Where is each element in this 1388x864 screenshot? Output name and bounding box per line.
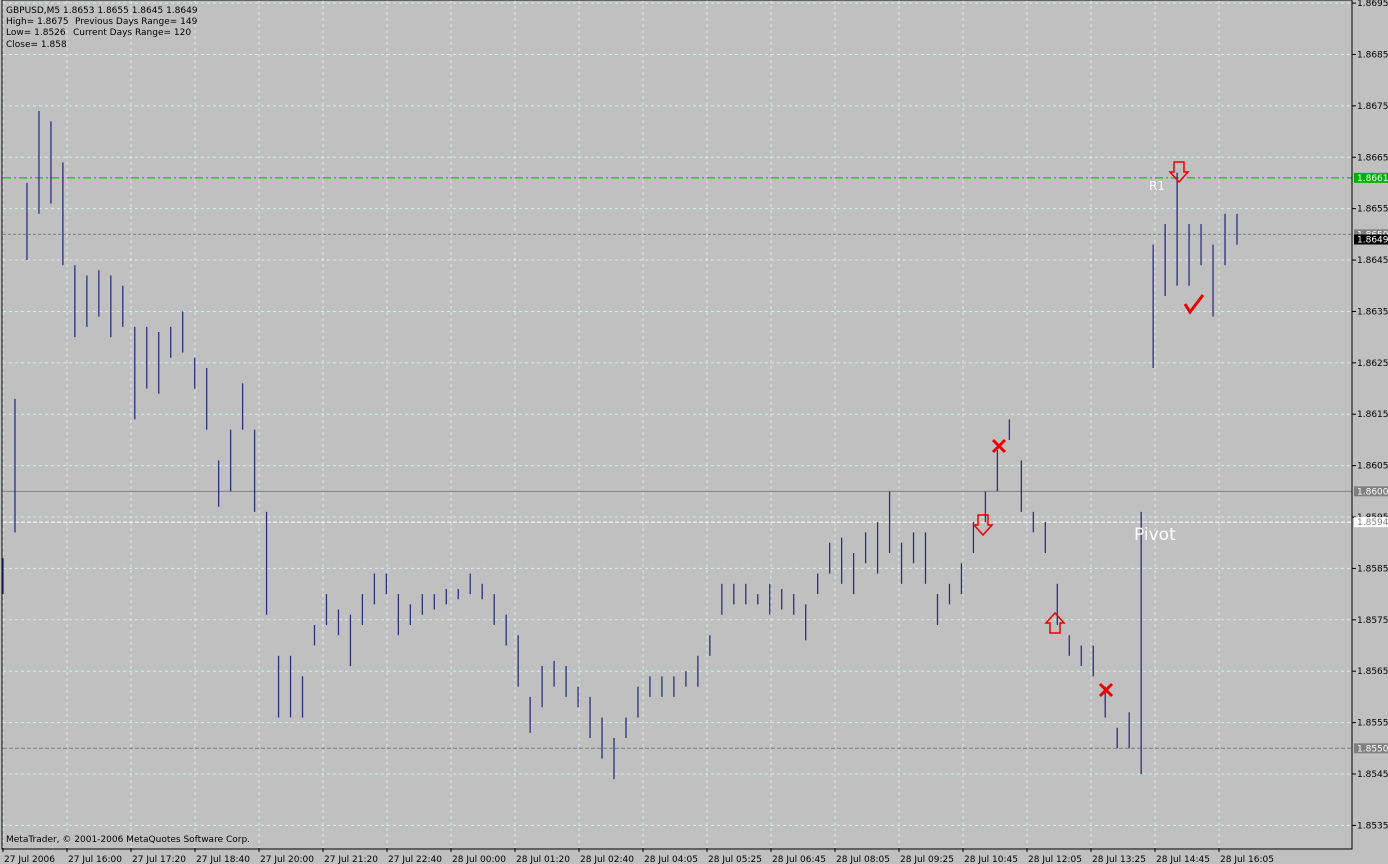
x-tick-label: 28 Jul 16:05 [1220,855,1274,864]
exit-cross [1098,682,1114,698]
x-tick-label: 28 Jul 05:25 [708,855,762,864]
y-tick-label: 1.8605 [1357,462,1388,472]
x-tick-label: 27 Jul 2006 [4,855,55,864]
y-tick-label: 1.8535 [1357,821,1388,831]
y-tick-label: 1.8655 [1357,205,1388,215]
level-label-box [1354,234,1388,245]
level-label: 1.8600 [1357,487,1388,497]
level-text: Pivot [1134,525,1176,545]
x-tick-label: 28 Jul 13:25 [1092,855,1146,864]
x-tick-label: 27 Jul 16:00 [68,855,122,864]
y-tick-label: 1.8615 [1357,410,1388,420]
y-tick-label: 1.8625 [1357,359,1388,369]
buy-arrow [1044,611,1066,634]
x-tick-label: 28 Jul 04:05 [644,855,698,864]
x-tick-label: 28 Jul 08:05 [836,855,890,864]
x-tick-label: 28 Jul 09:25 [900,855,954,864]
x-tick-label: 27 Jul 20:00 [260,855,314,864]
y-tick-label: 1.8575 [1357,616,1388,626]
y-tick-label: 1.8695 [1357,0,1388,9]
sell-arrow [1168,161,1190,184]
y-tick-label: 1.8665 [1357,153,1388,163]
x-tick-label: 28 Jul 10:45 [964,855,1018,864]
x-tick-label: 28 Jul 01:20 [516,855,570,864]
y-tick-label: 1.8675 [1357,102,1388,112]
x-tick-label: 27 Jul 21:20 [324,855,378,864]
y-tick-label: 1.8635 [1357,307,1388,317]
marks [2,111,1238,780]
plot-frame [1,0,1353,850]
level-label-box [1354,229,1388,240]
level-label-box [1354,486,1388,497]
y-tick-label: 1.8565 [1357,667,1388,677]
level-label-box [1354,743,1388,754]
info-text: Previous Days Range= 149 [75,17,198,27]
x-tick-label: 27 Jul 17:20 [132,855,186,864]
y-tick-label: 1.8645 [1357,256,1388,266]
y-tick-label: 1.8545 [1357,770,1388,780]
info-text: GBPUSD,M5 1.8653 1.8655 1.8645 1.8649 [6,6,198,16]
info-text: Close= 1.858 [6,40,67,50]
level-label: 1.8661 [1357,174,1388,184]
x-tick-label: 28 Jul 14:45 [1156,855,1210,864]
level-label: 1.8550 [1357,744,1388,754]
x-tick-label: 27 Jul 22:40 [388,855,442,864]
grid [2,0,1352,848]
level-label: 1.8594 [1357,518,1388,528]
level-text: R1 [1149,179,1165,193]
sell-arrow [972,514,994,537]
info-text: Current Days Range= 120 [73,28,191,38]
x-tick-label: 27 Jul 18:40 [196,855,250,864]
level-label-box [1354,172,1388,183]
level-label: 1.8649 [1357,235,1388,245]
footer-text: MetaTrader, © 2001-2006 MetaQuotes Softw… [6,835,250,845]
info-text: High= 1.8675 [6,17,69,27]
y-tick-label: 1.8685 [1357,50,1388,60]
x-tick-label: 28 Jul 00:00 [452,855,506,864]
check-mark [1183,294,1205,315]
y-tick-label: 1.8585 [1357,564,1388,574]
exit-cross [991,438,1007,454]
level-label-box [1354,517,1388,528]
x-tick-label: 28 Jul 06:45 [772,855,826,864]
x-tick-label: 28 Jul 12:05 [1028,855,1082,864]
info-text: Low= 1.8526 [6,28,66,38]
y-tick-label: 1.8555 [1357,719,1388,729]
x-tick-label: 28 Jul 02:40 [580,855,634,864]
